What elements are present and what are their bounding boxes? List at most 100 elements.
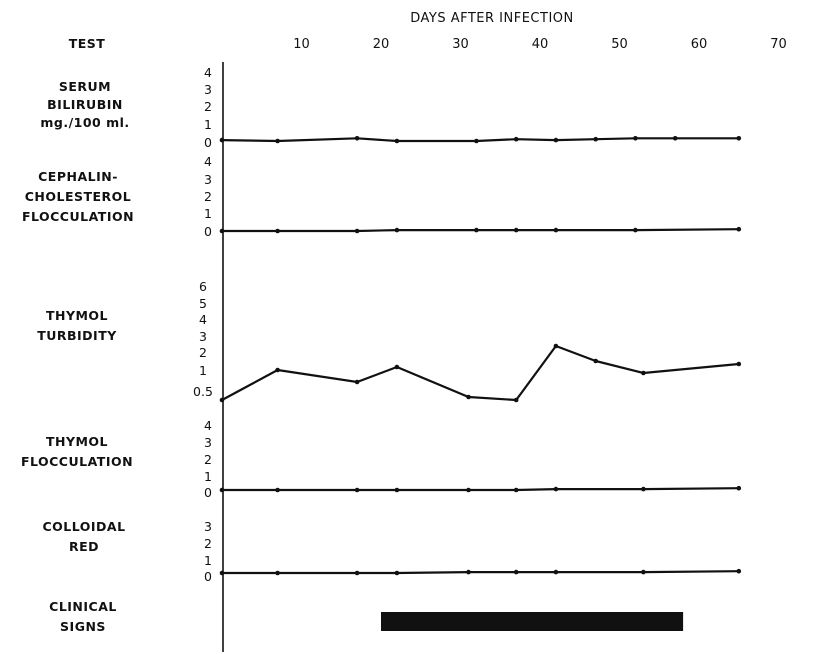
y-tick-label: 1 — [204, 206, 212, 221]
data-point — [219, 137, 225, 143]
panel-cephalin: 0 1 2 3 4 — [204, 154, 742, 239]
y-tick-label: 0 — [204, 485, 212, 500]
data-point — [466, 487, 471, 493]
svg-text:COLLOIDAL: COLLOIDAL — [42, 519, 125, 534]
data-point — [553, 343, 559, 349]
data-point — [275, 228, 280, 234]
label-clinical-signs: CLINICAL SIGNS — [49, 599, 117, 634]
svg-text:THYMOL: THYMOL — [46, 308, 108, 323]
data-point — [736, 226, 742, 232]
svg-text:FLOCCULATION: FLOCCULATION — [21, 454, 133, 469]
y-tick-label: 2 — [204, 452, 212, 467]
data-point — [394, 227, 400, 233]
data-point — [354, 136, 360, 141]
panel-bilirubin: 0 1 2 3 4 — [204, 65, 742, 150]
svg-text:THYMOL: THYMOL — [46, 434, 108, 449]
panel-thymol_turbidity: 0.5 1 23 45 6 — [193, 279, 742, 403]
panel-thymol_flocculation: 01 2 3 4 — [204, 418, 742, 500]
data-point — [513, 569, 519, 575]
y-tick-label: 0 — [204, 224, 212, 239]
data-point — [354, 379, 360, 385]
series-line-cephalin — [222, 228, 739, 233]
data-point — [593, 136, 598, 142]
y-tick-label: 3 — [204, 435, 212, 450]
data-point — [641, 569, 646, 575]
svg-text:TURBIDITY: TURBIDITY — [37, 328, 117, 343]
data-point — [641, 486, 646, 492]
svg-text:RED: RED — [69, 539, 99, 554]
x-axis-title: DAYS AFTER INFECTION — [410, 11, 574, 26]
y-tick-label: 2 — [204, 99, 212, 114]
data-point — [633, 136, 638, 141]
svg-text:mg./100 ml.: mg./100 ml. — [40, 115, 129, 130]
data-point — [474, 138, 479, 144]
data-point — [736, 136, 742, 141]
data-point — [736, 568, 742, 574]
label-thymol-flocculation: THYMOL FLOCCULATION — [21, 434, 133, 469]
y-tick-label: 4 — [204, 154, 212, 169]
y-tick-label: 5 — [199, 296, 207, 311]
y-tick-label: 3 — [204, 172, 212, 187]
data-point — [513, 136, 519, 142]
svg-text:FLOCCULATION: FLOCCULATION — [22, 209, 134, 224]
data-point — [513, 397, 519, 403]
data-point — [275, 138, 280, 144]
y-tick-label: 0 — [204, 569, 212, 584]
data-point — [394, 487, 400, 493]
x-tick-label: 10 — [293, 37, 310, 52]
series-line-thymol_turbidity — [221, 344, 739, 402]
y-tick-label: 3 — [199, 329, 207, 344]
x-tick-label: 20 — [373, 37, 390, 52]
y-tick-label: 2 — [204, 536, 212, 551]
x-tick-label: 50 — [611, 37, 628, 52]
clinical-signs-bar — [381, 612, 684, 631]
data-point — [466, 394, 471, 400]
data-point — [394, 138, 400, 144]
y-tick-label: 0.5 — [193, 384, 213, 399]
data-point — [513, 227, 519, 233]
svg-text:SERUM: SERUM — [59, 79, 111, 94]
y-tick-label: 3 — [204, 519, 212, 534]
y-tick-label: 1 — [204, 469, 212, 484]
data-point — [354, 487, 360, 493]
data-point — [513, 487, 519, 493]
svg-text:CHOLESTEROL: CHOLESTEROL — [25, 189, 132, 204]
data-point — [553, 486, 559, 492]
series-line-thymol_flocculation — [222, 487, 739, 492]
data-point — [275, 367, 280, 373]
y-tick-label: 2 — [204, 189, 212, 204]
data-point — [466, 569, 471, 575]
data-point — [553, 137, 559, 143]
test-column-header: TEST — [69, 36, 106, 51]
data-point — [474, 227, 479, 233]
data-point — [553, 227, 559, 233]
data-point — [275, 487, 280, 493]
data-point — [219, 397, 225, 403]
data-point — [354, 570, 360, 576]
data-point — [553, 569, 559, 575]
data-point — [593, 358, 598, 364]
label-cephalin: CEPHALIN- CHOLESTEROL FLOCCULATION — [22, 169, 134, 224]
data-point — [736, 485, 742, 491]
y-tick-label: 6 — [199, 279, 207, 294]
y-tick-label: 1 — [199, 363, 207, 378]
x-tick-labels: 10 20 30 40 50 60 70 — [293, 37, 787, 52]
x-tick-label: 40 — [532, 37, 549, 52]
data-point — [275, 570, 280, 576]
label-colloidal-red: COLLOIDAL RED — [42, 519, 125, 554]
y-tick-label: 2 — [199, 345, 207, 360]
data-point — [736, 361, 742, 367]
data-point — [219, 570, 225, 576]
data-point — [354, 228, 360, 234]
data-point — [641, 370, 646, 376]
data-point — [219, 228, 225, 234]
x-tick-label: 70 — [770, 37, 787, 52]
y-tick-label: 4 — [204, 65, 212, 80]
y-tick-label: 3 — [204, 82, 212, 97]
y-tick-label: 0 — [204, 135, 212, 150]
data-point — [394, 570, 400, 576]
svg-text:CLINICAL: CLINICAL — [49, 599, 117, 614]
panel-colloidal_red: 01 2 3 — [204, 519, 742, 584]
